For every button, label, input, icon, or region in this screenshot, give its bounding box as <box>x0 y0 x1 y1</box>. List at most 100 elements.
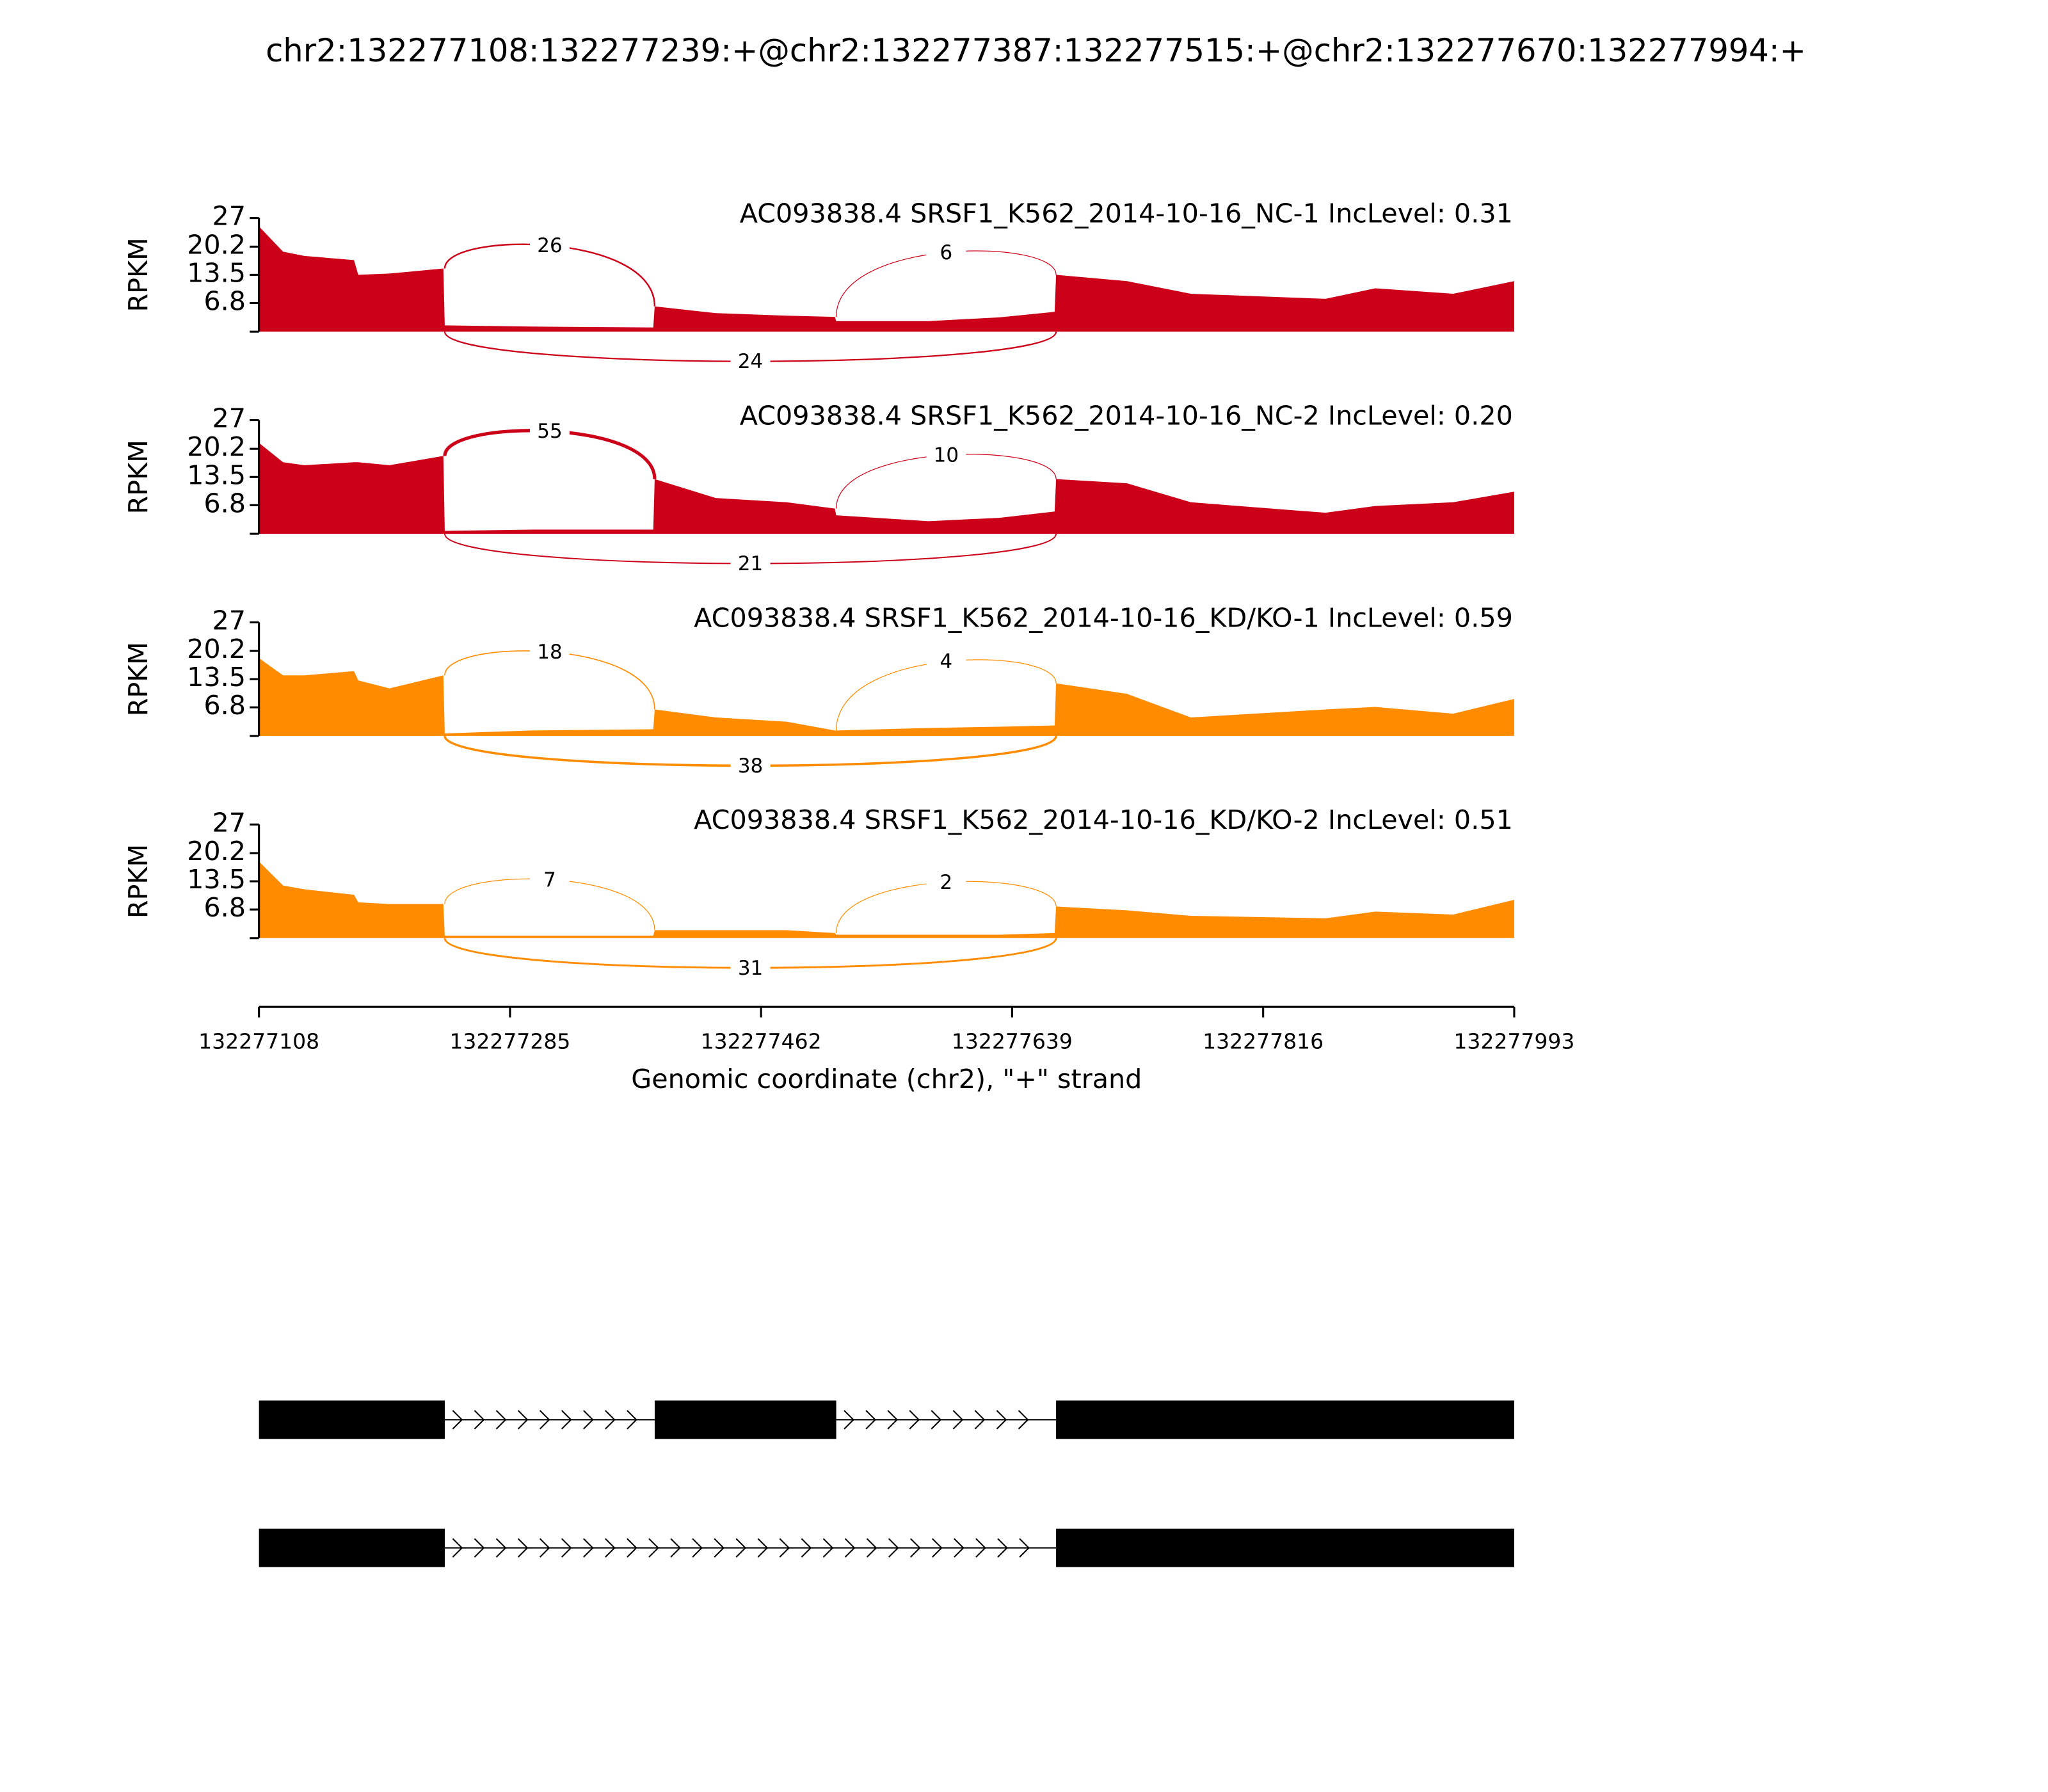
junction-label-bg <box>926 240 966 264</box>
intron-chevron <box>844 1410 854 1430</box>
junction-count: 7 <box>543 868 556 892</box>
y-axis-label: RPKM <box>123 642 154 716</box>
x-axis-label: Genomic coordinate (chr2), "+" strand <box>631 1064 1142 1094</box>
intron-chevron <box>561 1538 572 1558</box>
junction-label-bg <box>529 419 570 444</box>
y-tick-label: 6.8 <box>204 892 246 923</box>
intron-chevron <box>735 1538 747 1558</box>
y-tick-label: 27 <box>212 201 246 232</box>
x-tick-label: 132277816 <box>1203 1028 1324 1053</box>
intron-chevron <box>757 1538 769 1558</box>
intron-chevron <box>1018 1410 1029 1430</box>
y-tick-label: 20.2 <box>187 634 246 664</box>
junction-label-bg <box>926 870 966 894</box>
x-tick-label: 132277993 <box>1453 1028 1574 1053</box>
intron-chevron <box>865 1410 876 1430</box>
intron-chevron <box>954 1538 964 1558</box>
junction-count: 6 <box>940 241 953 264</box>
exon <box>654 1400 836 1439</box>
intron-chevron <box>583 1538 594 1558</box>
y-tick-label: 20.2 <box>187 229 246 260</box>
junction-count: 18 <box>537 641 562 664</box>
intron-chevron <box>517 1410 529 1430</box>
coverage-area <box>259 861 1514 938</box>
x-tick-label: 132277108 <box>198 1028 319 1053</box>
y-tick-label: 27 <box>212 605 246 636</box>
junction-count: 4 <box>940 650 953 673</box>
junction-label-bg <box>926 650 966 674</box>
intron-chevron <box>627 1410 637 1430</box>
intron-chevron <box>931 1410 942 1430</box>
intron-chevron <box>1019 1538 1030 1558</box>
junction-count: 38 <box>738 755 763 778</box>
y-tick-label: 27 <box>212 807 246 838</box>
sample-label: AC093838.4 SRSF1_K562_2014-10-16_KD/KO-1… <box>694 602 1513 633</box>
junction-label-bg <box>730 956 771 980</box>
y-tick-label: 13.5 <box>187 864 246 895</box>
junction-count: 31 <box>738 957 763 980</box>
intron-chevron <box>822 1538 834 1558</box>
junction-label-bg <box>730 551 771 576</box>
intron-chevron <box>888 1538 899 1558</box>
intron-chevron <box>670 1538 681 1558</box>
y-tick-label: 13.5 <box>187 662 246 692</box>
intron-chevron <box>539 1538 550 1558</box>
intron-chevron <box>561 1410 572 1430</box>
intron-chevron <box>801 1538 812 1558</box>
figure-title: chr2:132277108:132277239:+@chr2:13227738… <box>266 32 1806 69</box>
intron-chevron <box>909 1410 920 1430</box>
y-tick-label: 13.5 <box>187 460 246 490</box>
y-tick-label: 6.8 <box>204 690 246 721</box>
sample-label: AC093838.4 SRSF1_K562_2014-10-16_NC-2 In… <box>740 400 1513 431</box>
sample-label: AC093838.4 SRSF1_K562_2014-10-16_NC-1 In… <box>740 198 1513 229</box>
intron-chevron <box>452 1538 463 1558</box>
intron-chevron <box>887 1410 899 1430</box>
sample-label: AC093838.4 SRSF1_K562_2014-10-16_KD/KO-2… <box>694 804 1513 835</box>
y-tick-label: 6.8 <box>204 488 246 518</box>
y-tick-label: 13.5 <box>187 257 246 288</box>
y-tick-label: 27 <box>212 403 246 434</box>
intron-chevron <box>605 1538 616 1558</box>
coverage-area <box>259 226 1514 332</box>
y-axis-label: RPKM <box>123 440 154 514</box>
intron-chevron <box>714 1538 725 1558</box>
intron-chevron <box>474 1410 485 1430</box>
exon <box>1056 1400 1514 1439</box>
intron-chevron <box>932 1538 943 1558</box>
y-tick-label: 20.2 <box>187 836 246 867</box>
y-tick-label: 6.8 <box>204 285 246 316</box>
junction-count: 21 <box>738 552 763 575</box>
intron-chevron <box>648 1538 659 1558</box>
junction-count: 2 <box>940 871 953 894</box>
intron-chevron <box>974 1410 986 1430</box>
y-axis-label: RPKM <box>123 844 154 918</box>
junction-label-bg <box>926 443 966 467</box>
junction-count: 55 <box>537 420 562 443</box>
intron-chevron <box>996 1410 1007 1430</box>
intron-chevron <box>952 1410 964 1430</box>
intron-chevron <box>474 1538 485 1558</box>
junction-label-bg <box>529 639 570 664</box>
junction-count: 26 <box>537 234 562 257</box>
junction-label-bg <box>529 867 570 892</box>
junction-label-bg <box>730 349 771 374</box>
intron-chevron <box>692 1538 703 1558</box>
intron-chevron <box>605 1410 616 1430</box>
intron-chevron <box>844 1538 856 1558</box>
y-axis-label: RPKM <box>123 237 154 312</box>
intron-chevron <box>495 1538 507 1558</box>
intron-chevron <box>866 1538 877 1558</box>
intron-chevron <box>975 1538 986 1558</box>
junction-count: 10 <box>934 444 959 467</box>
x-tick-label: 132277285 <box>449 1028 570 1053</box>
intron-chevron <box>627 1538 637 1558</box>
coverage-area <box>259 658 1514 736</box>
x-tick-label: 132277462 <box>701 1028 822 1053</box>
x-tick-label: 132277639 <box>952 1028 1073 1053</box>
intron-chevron <box>909 1538 921 1558</box>
intron-chevron <box>495 1410 507 1430</box>
exon <box>1056 1528 1514 1567</box>
y-tick-label: 20.2 <box>187 431 246 462</box>
